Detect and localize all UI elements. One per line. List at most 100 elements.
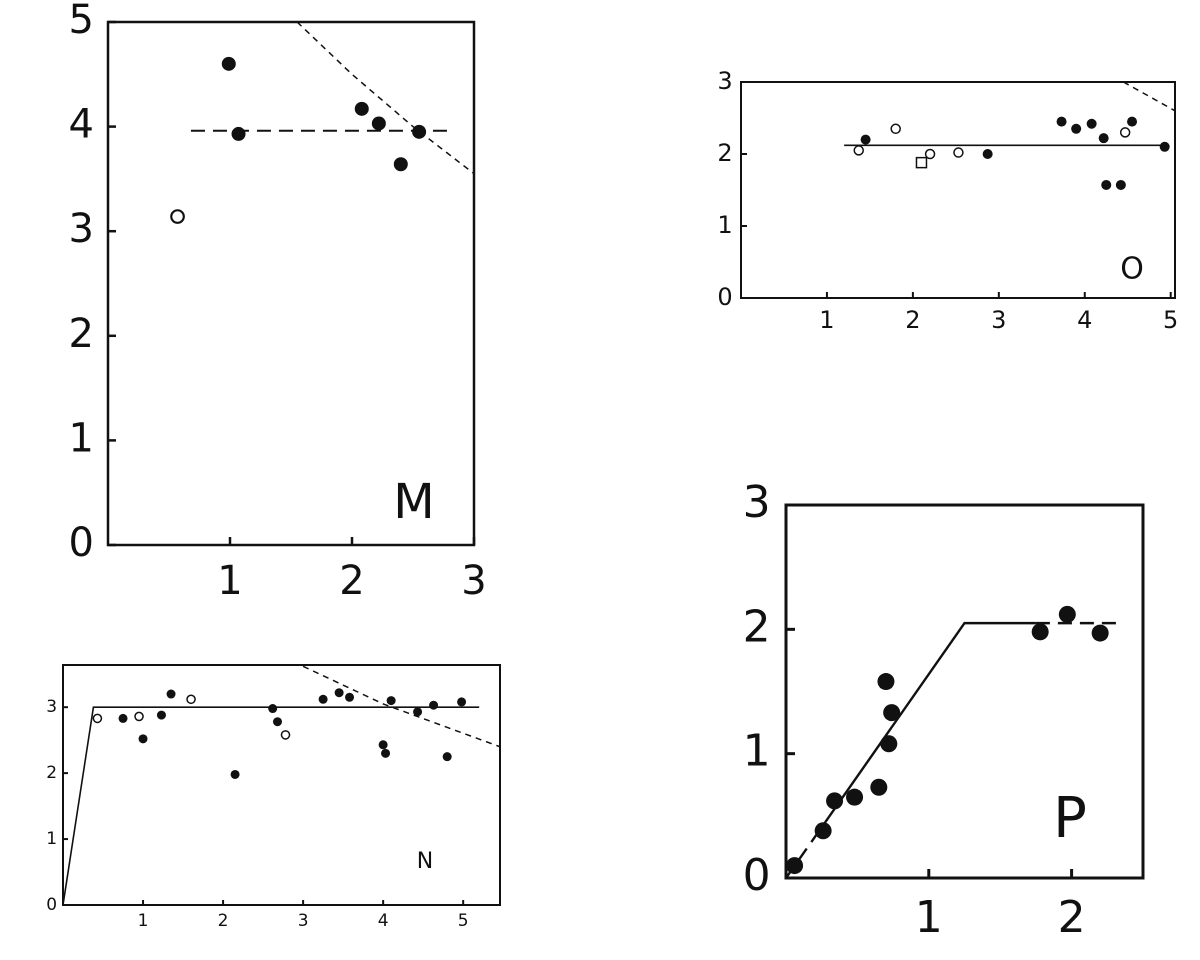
data-point — [1115, 179, 1126, 190]
x-tick-label: 5 — [1163, 306, 1178, 334]
data-point-open — [853, 145, 864, 156]
fit-line — [827, 621, 1036, 818]
y-tick-label: 2 — [46, 763, 57, 783]
data-point — [1127, 116, 1138, 127]
data-point — [334, 688, 344, 698]
data-point — [393, 157, 408, 172]
data-point — [870, 778, 888, 796]
x-tick-label: 1 — [915, 892, 943, 943]
data-point — [412, 124, 427, 139]
data-point — [230, 769, 240, 779]
data-point — [371, 116, 386, 131]
y-tick-label: 3 — [69, 206, 94, 252]
data-point-open — [92, 713, 103, 724]
x-tick-label: 5 — [458, 911, 469, 931]
panel: 0 1 2 3 1 2 3 4 5 N — [46, 664, 501, 931]
data-point-open — [1119, 127, 1131, 138]
data-point — [877, 673, 895, 691]
data-point — [814, 822, 832, 840]
data-point-open — [186, 694, 196, 705]
fit-line — [302, 665, 501, 748]
y-tick-label: 2 — [743, 601, 771, 652]
y-tick-label: 1 — [46, 829, 57, 849]
y-tick-label: 2 — [69, 311, 94, 357]
panel-label: O — [1120, 252, 1144, 287]
fit-line — [1123, 81, 1176, 112]
y-tick-label: 0 — [69, 520, 94, 566]
y-tick-label: 0 — [743, 850, 771, 901]
data-point — [1071, 123, 1082, 134]
data-point — [457, 697, 467, 707]
data-point — [1098, 133, 1109, 144]
data-point — [221, 56, 236, 71]
panel: 0 1 2 3 1 2 3 4 5O — [717, 67, 1178, 334]
x-tick-label: 1 — [138, 911, 149, 931]
x-tick-label: 3 — [298, 911, 309, 931]
y-tick-label: 3 — [743, 477, 771, 528]
data-point — [231, 126, 246, 141]
data-point — [378, 740, 388, 750]
data-point — [354, 101, 369, 116]
data-point — [413, 707, 423, 717]
y-tick-label: 1 — [69, 415, 94, 461]
data-point — [826, 792, 844, 810]
data-point — [345, 692, 355, 702]
data-point — [118, 713, 128, 723]
data-point-open — [924, 148, 936, 160]
data-point — [442, 752, 452, 762]
plot-frame — [784, 503, 1145, 880]
plot-frame — [62, 664, 501, 906]
x-tick-label: 2 — [339, 558, 364, 604]
panel: 0 1 2 3 1 2 P — [743, 477, 1145, 943]
data-point-open — [170, 209, 185, 224]
fit-line — [296, 21, 475, 175]
data-point — [786, 857, 804, 875]
x-tick-label: 2 — [218, 911, 229, 931]
panel-label: N — [417, 849, 433, 874]
y-tick-label: 0 — [717, 283, 732, 311]
data-point — [268, 704, 278, 714]
data-point — [318, 694, 328, 704]
data-point-open — [953, 147, 964, 158]
data-point — [138, 734, 148, 744]
data-point-open — [890, 123, 901, 135]
plot-frame — [106, 20, 476, 547]
plot-frame — [740, 81, 1176, 299]
data-point-open — [134, 711, 144, 722]
data-point — [429, 700, 439, 710]
data-point — [846, 788, 864, 806]
data-point — [1086, 118, 1097, 129]
y-tick-label: 1 — [743, 726, 771, 777]
data-point — [883, 704, 901, 722]
data-point — [166, 689, 176, 699]
y-tick-label: 0 — [46, 895, 57, 915]
x-tick-label: 3 — [461, 558, 486, 604]
data-point — [272, 717, 282, 727]
data-point — [1056, 116, 1067, 127]
data-point — [156, 710, 166, 720]
data-point-square — [915, 156, 928, 169]
data-point — [1101, 179, 1112, 190]
data-point-open — [280, 730, 291, 740]
y-tick-label: 3 — [717, 67, 732, 95]
y-tick-label: 5 — [69, 0, 94, 43]
y-tick-label: 4 — [69, 102, 94, 148]
data-point — [1091, 624, 1109, 642]
x-tick-label: 1 — [217, 558, 242, 604]
data-point — [860, 134, 871, 145]
y-tick-label: 2 — [717, 139, 732, 167]
x-tick-label: 2 — [905, 306, 920, 334]
x-tick-label: 4 — [378, 911, 389, 931]
data-point — [982, 149, 993, 159]
x-tick-label: 3 — [991, 306, 1006, 334]
x-tick-label: 4 — [1077, 306, 1092, 334]
data-point — [1159, 141, 1170, 152]
panel-label: M — [393, 474, 434, 530]
y-tick-label: 3 — [46, 697, 57, 717]
x-tick-label: 1 — [819, 306, 834, 334]
data-point — [880, 735, 898, 753]
fit-line — [62, 706, 480, 906]
data-point — [381, 748, 391, 758]
